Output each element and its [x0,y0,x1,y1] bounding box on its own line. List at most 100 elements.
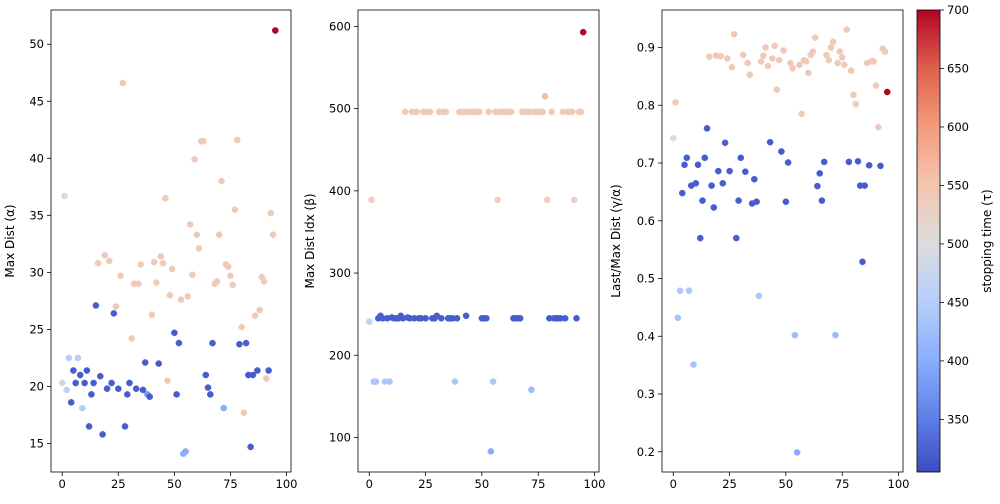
x-tick-label: 50 [779,477,794,491]
data-point [166,291,174,299]
data-point [173,391,180,398]
data-point [829,38,837,46]
data-point [742,168,749,175]
data-point [881,48,889,55]
data-point [814,182,821,190]
data-point [568,108,576,116]
data-point [832,331,839,339]
data-point [715,167,722,175]
data-point [94,259,102,267]
data-point [70,367,77,374]
colorbar-tick-label: 700 [947,3,969,17]
data-point [251,312,259,320]
data-point [708,182,715,189]
data-point [489,378,497,385]
data-point [852,100,860,108]
data-point [679,189,686,197]
data-point [861,182,869,189]
colorbar-tick-label: 600 [947,120,969,134]
data-point [483,314,490,322]
data-point [850,91,857,99]
data-point [168,265,176,273]
colorbar-gradient [916,9,941,473]
data-point [744,59,751,67]
y-axis-label: Max Dist Idx (β) [303,193,317,288]
colorbar-tick-label: 550 [947,178,969,192]
data-point [177,296,185,304]
y-tick-label: 30 [29,265,44,279]
data-point [213,278,221,285]
data-point [242,339,250,347]
data-point [231,206,239,213]
data-point [710,204,718,211]
y-tick-label: 300 [329,266,351,280]
data-point [771,42,778,50]
data-point [573,314,580,322]
data-point [240,409,248,417]
data-point [561,314,569,322]
data-point [676,287,684,295]
data-point [825,56,833,64]
data-point [751,175,758,183]
y-tick-label: 0.6 [637,214,655,228]
data-point [184,292,192,300]
data-point [769,55,776,62]
data-point [162,194,169,202]
colorbar-tick-label: 500 [947,237,969,251]
data-point [209,339,216,347]
data-point [733,234,740,242]
data-point [683,154,691,162]
data-point [365,318,373,325]
y-axis-label: Max Dist (α) [3,204,17,277]
y-tick-label: 45 [29,94,44,108]
data-point [847,67,855,74]
data-point [224,263,232,271]
data-point [135,280,142,288]
data-point [579,28,587,36]
data-point [103,385,111,393]
data-point [699,197,706,204]
data-point [816,170,824,177]
y-tick-label: 0.3 [637,387,655,401]
data-point [159,259,167,267]
data-point [746,71,754,78]
colorbar-tick-label: 450 [947,295,969,309]
x-tick-label: 75 [223,477,238,491]
colorbar-tick-label: 650 [947,61,969,75]
data-point [204,384,212,391]
data-point [175,339,183,347]
data-point [798,110,805,118]
data-point [155,360,162,367]
data-point [193,231,201,238]
data-point [721,139,729,147]
data-point [865,161,873,169]
data-point [101,251,109,259]
data-point [269,231,277,238]
y-tick-label: 0.5 [637,272,655,286]
colorbar-label: stopping time (τ) [980,189,994,292]
data-point [672,99,679,106]
data-point [81,379,88,387]
data-point [717,52,724,60]
axes-frame [357,9,600,473]
data-point [877,162,884,170]
data-points [58,27,279,458]
data-point [494,196,501,204]
data-point [132,385,140,393]
data-point [818,197,826,204]
data-point [577,108,585,116]
x-tick-label: 50 [167,477,182,491]
data-point [76,371,84,379]
data-point [99,431,106,438]
data-point [802,58,810,65]
data-point [870,58,878,65]
y-tick-label: 0.4 [637,329,655,343]
data-point [764,62,772,70]
data-point [760,52,767,59]
data-point [487,448,495,455]
y-axis-label: Last/Max Dist (γ/α) [609,184,623,297]
data-point [485,108,492,116]
data-point [843,26,851,33]
data-point [735,197,742,204]
